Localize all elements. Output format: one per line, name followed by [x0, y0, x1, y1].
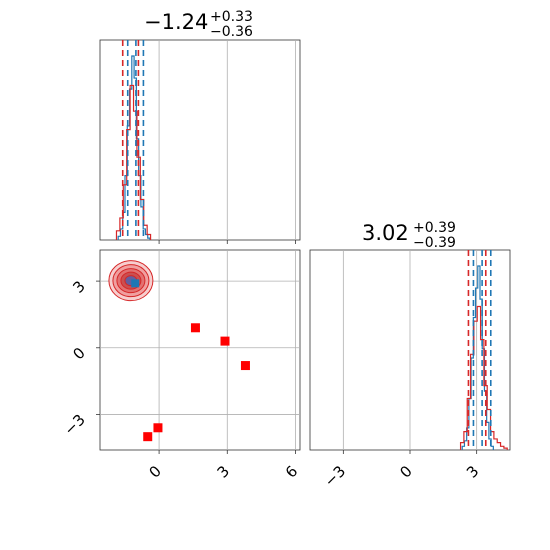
tick-label: 3	[214, 462, 233, 481]
title-1-plus: +0.33	[210, 9, 253, 25]
red-square-point	[153, 423, 163, 433]
joint-panel: 0 3 6 −3 0 3	[60, 249, 301, 482]
tick-label: −3	[60, 411, 88, 439]
tick-label: 0	[69, 344, 88, 363]
title-2-value: 3.02	[362, 221, 409, 245]
histogram-step	[115, 84, 152, 240]
tick-label: 6	[282, 462, 301, 481]
tick-label: 3	[463, 462, 482, 481]
tick-label: −3	[321, 462, 349, 490]
title-1-value: −1.24	[144, 10, 208, 34]
x-ticks-joint: 0 3 6	[145, 450, 301, 482]
marginal-panel-1: −1.24 +0.33 −0.36	[99, 9, 301, 244]
red-square-point	[190, 323, 200, 333]
tick-label: 3	[69, 277, 88, 296]
title-2-minus: −0.39	[413, 235, 456, 251]
tick-label: 0	[145, 462, 164, 481]
tick-label: 0	[396, 462, 415, 481]
red-square-point	[143, 432, 153, 442]
x-ticks-2: −3 0 3	[321, 450, 482, 490]
grid-joint	[100, 250, 300, 450]
quantile-lines-1	[121, 40, 145, 240]
x-ticks-1	[158, 240, 296, 244]
title-2-plus: +0.39	[413, 220, 456, 236]
grid-1	[158, 40, 296, 240]
y-ticks-joint: −3 0 3	[60, 277, 100, 439]
contours	[108, 260, 154, 302]
red-square-point	[220, 336, 230, 346]
histogram-2	[459, 265, 508, 450]
red-square-point	[240, 361, 250, 371]
quantile-lines-2	[467, 250, 492, 450]
title-1-minus: −0.36	[210, 24, 253, 40]
grid-2	[342, 250, 478, 450]
histogram-step	[459, 305, 508, 450]
marginal-panel-2: −3 0 3 3.02 +0.39 −0.39	[309, 220, 511, 490]
blue-point	[131, 279, 140, 288]
joint-points	[131, 279, 250, 442]
